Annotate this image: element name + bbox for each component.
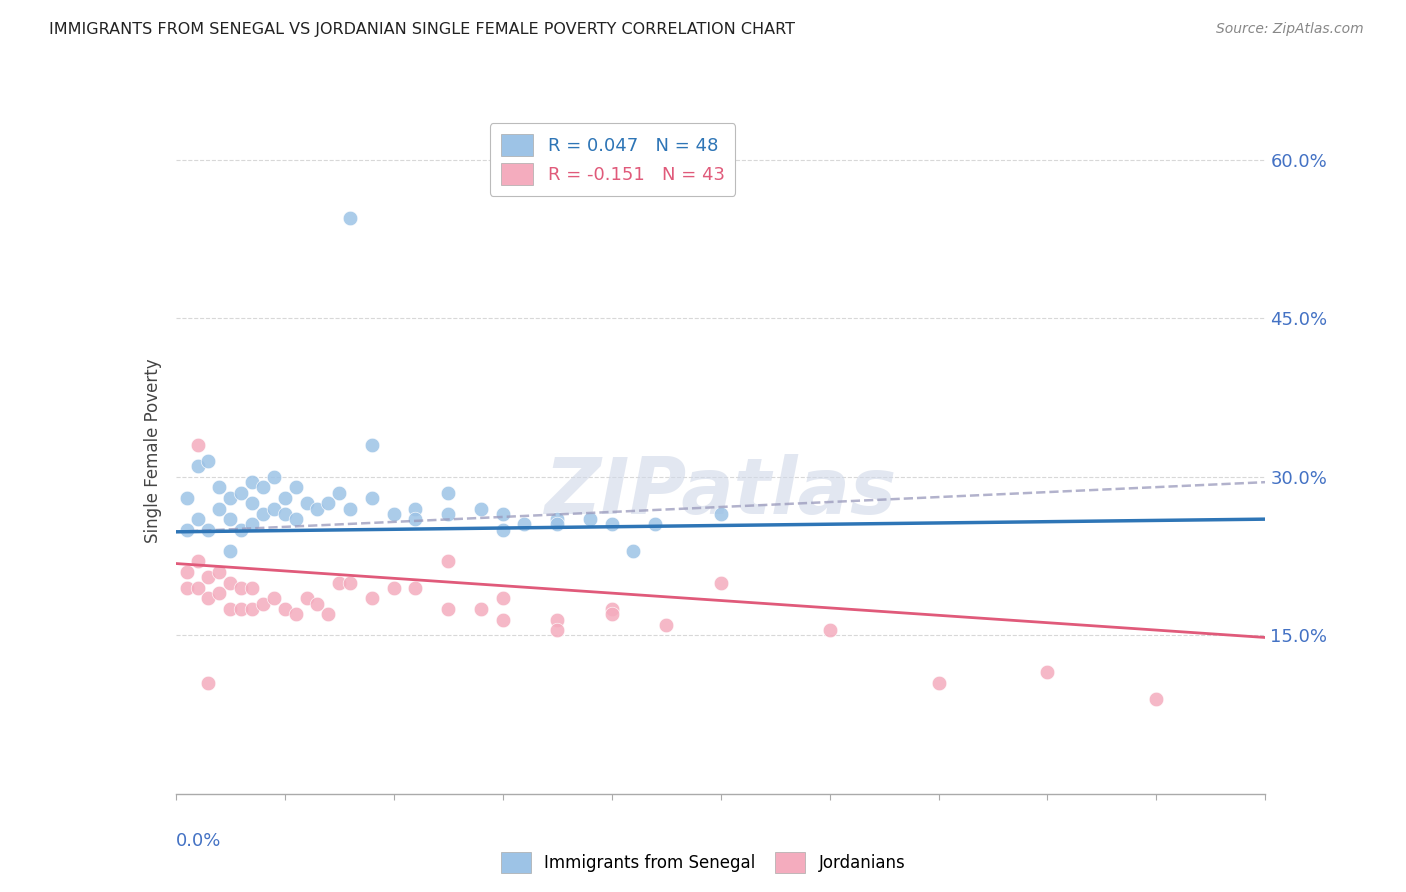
Point <box>263 501 285 516</box>
Point <box>546 517 568 532</box>
Point <box>240 581 263 595</box>
Point <box>240 496 263 510</box>
Point <box>231 581 253 595</box>
Point <box>176 581 198 595</box>
Point <box>437 602 460 616</box>
Point <box>208 501 231 516</box>
Point <box>295 591 318 606</box>
Point <box>360 491 382 505</box>
Point <box>219 491 242 505</box>
Point <box>492 523 515 537</box>
Point <box>284 480 307 494</box>
Point <box>928 676 950 690</box>
Point <box>1144 691 1167 706</box>
Point <box>197 676 219 690</box>
Point <box>307 501 329 516</box>
Point <box>240 517 263 532</box>
Point <box>186 581 209 595</box>
Point <box>382 581 405 595</box>
Point <box>197 454 219 468</box>
Legend: Immigrants from Senegal, Jordanians: Immigrants from Senegal, Jordanians <box>494 846 912 880</box>
Point <box>176 491 198 505</box>
Point <box>360 438 382 452</box>
Point <box>546 512 568 526</box>
Point <box>318 607 340 622</box>
Point <box>274 491 297 505</box>
Point <box>197 591 219 606</box>
Point <box>197 523 219 537</box>
Point <box>240 475 263 490</box>
Point <box>818 623 841 637</box>
Point <box>274 602 297 616</box>
Point <box>492 591 515 606</box>
Point <box>252 480 274 494</box>
Text: ZIPatlas: ZIPatlas <box>544 454 897 530</box>
Point <box>219 512 242 526</box>
Point <box>186 512 209 526</box>
Point <box>600 602 623 616</box>
Point <box>252 507 274 521</box>
Text: 0.0%: 0.0% <box>176 831 221 850</box>
Point <box>405 581 427 595</box>
Point <box>470 602 492 616</box>
Point <box>231 523 253 537</box>
Point <box>492 613 515 627</box>
Point <box>197 570 219 584</box>
Point <box>621 544 644 558</box>
Point <box>710 575 733 590</box>
Point <box>328 485 350 500</box>
Point <box>644 517 666 532</box>
Point <box>208 565 231 579</box>
Point <box>600 517 623 532</box>
Point <box>176 565 198 579</box>
Point <box>176 523 198 537</box>
Point <box>405 501 427 516</box>
Point <box>318 496 340 510</box>
Point <box>710 507 733 521</box>
Point <box>186 438 209 452</box>
Point <box>437 485 460 500</box>
Point <box>240 602 263 616</box>
Point <box>492 507 515 521</box>
Text: Source: ZipAtlas.com: Source: ZipAtlas.com <box>1216 22 1364 37</box>
Point <box>186 554 209 568</box>
Point <box>208 586 231 600</box>
Point <box>470 501 492 516</box>
Point <box>219 544 242 558</box>
Point <box>284 607 307 622</box>
Point <box>252 597 274 611</box>
Point <box>546 623 568 637</box>
Point <box>513 517 536 532</box>
Point <box>208 480 231 494</box>
Point <box>546 613 568 627</box>
Point <box>263 591 285 606</box>
Point <box>339 211 361 225</box>
Point <box>437 507 460 521</box>
Point <box>339 575 361 590</box>
Point <box>219 575 242 590</box>
Point <box>339 501 361 516</box>
Y-axis label: Single Female Poverty: Single Female Poverty <box>143 359 162 542</box>
Point <box>231 602 253 616</box>
Point <box>231 485 253 500</box>
Legend: R = 0.047   N = 48, R = -0.151   N = 43: R = 0.047 N = 48, R = -0.151 N = 43 <box>489 123 735 196</box>
Point <box>382 507 405 521</box>
Point <box>360 591 382 606</box>
Point <box>274 507 297 521</box>
Point <box>328 575 350 590</box>
Point <box>437 554 460 568</box>
Point <box>186 459 209 474</box>
Point <box>655 617 678 632</box>
Point <box>405 512 427 526</box>
Point <box>600 607 623 622</box>
Point <box>1036 665 1059 680</box>
Point <box>284 512 307 526</box>
Point <box>579 512 602 526</box>
Point <box>295 496 318 510</box>
Point <box>307 597 329 611</box>
Point <box>263 470 285 484</box>
Text: IMMIGRANTS FROM SENEGAL VS JORDANIAN SINGLE FEMALE POVERTY CORRELATION CHART: IMMIGRANTS FROM SENEGAL VS JORDANIAN SIN… <box>49 22 796 37</box>
Point <box>219 602 242 616</box>
